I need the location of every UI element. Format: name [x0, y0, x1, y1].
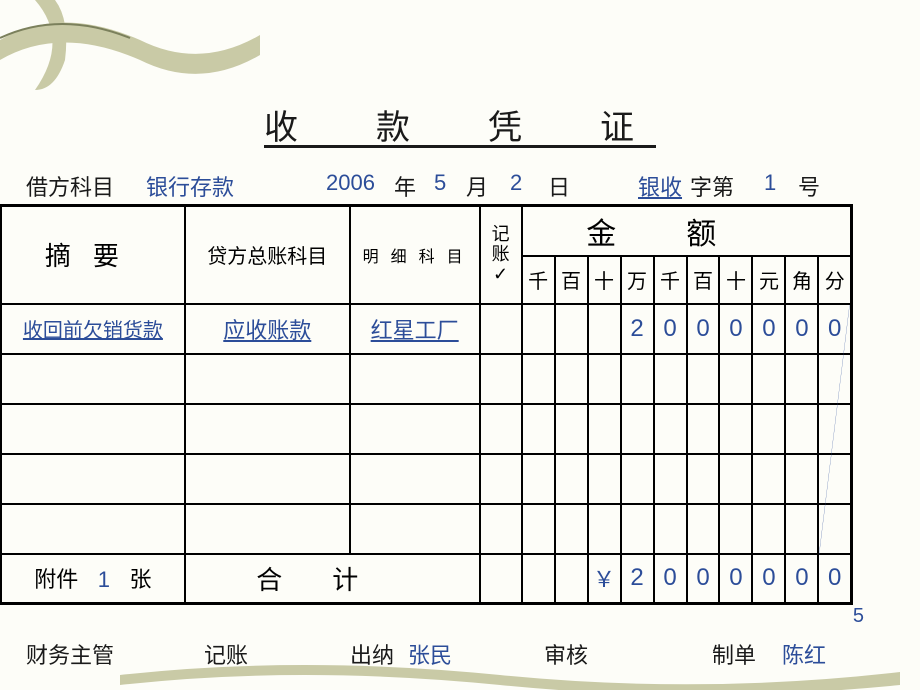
col-summary: 摘要: [1, 206, 185, 304]
digit-head-1: 百: [555, 256, 588, 304]
digit-head-5: 百: [687, 256, 720, 304]
debit-label: 借方科目: [26, 170, 114, 202]
digit-head-6: 十: [719, 256, 752, 304]
cell-credit: 应收账款: [185, 304, 350, 354]
finsup-label: 财务主管: [26, 638, 114, 670]
tot-d1: [555, 554, 588, 604]
cell-d7: 0: [752, 304, 785, 354]
tot-d2: ￥: [588, 554, 621, 604]
attach-label1: 附件: [34, 567, 78, 592]
voucher-table: 摘要 贷方总账科目 明 细 科 目 记账✓ 金额 千 百 十 万 千 百 十 元…: [0, 204, 853, 605]
year-label: 年: [394, 170, 416, 202]
cell-d6: 0: [719, 304, 752, 354]
table-row: [1, 454, 852, 504]
table-row: [1, 504, 852, 554]
audit-label: 审核: [544, 638, 588, 670]
cell-detail: 红星工厂: [350, 304, 480, 354]
prefix-value: 银收: [638, 170, 682, 202]
cell-d3: 2: [621, 304, 654, 354]
preparer-label: 制单: [712, 638, 756, 670]
number-value: 1: [764, 170, 776, 196]
cashier-name: 张民: [408, 638, 452, 670]
cell-d1: [555, 304, 588, 354]
cell-d4: 0: [654, 304, 687, 354]
cell-summary: 收回前欠销货款: [1, 304, 185, 354]
table-row: [1, 404, 852, 454]
col-credit: 贷方总账科目: [185, 206, 350, 304]
digit-head-7: 元: [752, 256, 785, 304]
cashier-label: 出纳: [350, 638, 394, 670]
voucher-title: 收 款 凭 证: [0, 100, 920, 149]
digit-head-4: 千: [654, 256, 687, 304]
tot-d6: 0: [719, 554, 752, 604]
attach-label2: 张: [130, 567, 152, 592]
col-detail: 明 细 科 目: [350, 206, 480, 304]
book-label: 记账: [204, 638, 248, 670]
col-posting: 记账✓: [480, 206, 522, 304]
hao-label: 号: [798, 170, 820, 202]
table-row: 收回前欠销货款 应收账款 红星工厂 2 0 0 0 0 0 0: [1, 304, 852, 354]
attach-count: 1: [84, 567, 124, 592]
digit-head-0: 千: [522, 256, 555, 304]
month-label: 月: [466, 170, 488, 202]
day-value: 2: [510, 170, 522, 196]
digit-head-8: 角: [785, 256, 818, 304]
decorative-corner: [0, 0, 280, 95]
attachments-cell: 附件 1 张: [1, 554, 185, 604]
col-amount: 金额: [522, 206, 852, 256]
cell-d5: 0: [687, 304, 720, 354]
cell-d8: 0: [785, 304, 818, 354]
debit-account: 银行存款: [146, 170, 234, 202]
total-row: 附件 1 张 合计 ￥ 2 0 0 0 0 0 0: [1, 554, 852, 604]
voucher-header: 借方科目 银行存款 2006 年 5 月 2 日 银收 字第 1 号: [26, 170, 880, 204]
cell-d2: [588, 304, 621, 354]
tot-d9: 0: [818, 554, 851, 604]
day-label: 日: [548, 170, 570, 202]
signature-row: 财务主管 记账 出纳 张民 审核 制单 陈红: [26, 638, 880, 668]
year-value: 2006: [326, 170, 375, 196]
table-row: [1, 354, 852, 404]
preparer-name: 陈红: [782, 638, 826, 670]
page-number: 5: [853, 605, 864, 628]
tot-d8: 0: [785, 554, 818, 604]
digit-head-9: 分: [818, 256, 851, 304]
tot-d0: [522, 554, 555, 604]
cell-d9: 0: [818, 304, 851, 354]
tot-d3: 2: [621, 554, 654, 604]
zidi-label: 字第: [690, 170, 734, 202]
tot-d7: 0: [752, 554, 785, 604]
cell-posting: [480, 304, 522, 354]
tot-d4: 0: [654, 554, 687, 604]
tot-d5: 0: [687, 554, 720, 604]
month-value: 5: [434, 170, 446, 196]
digit-head-2: 十: [588, 256, 621, 304]
digit-head-3: 万: [621, 256, 654, 304]
total-label: 合计: [185, 554, 480, 604]
cell-d0: [522, 304, 555, 354]
